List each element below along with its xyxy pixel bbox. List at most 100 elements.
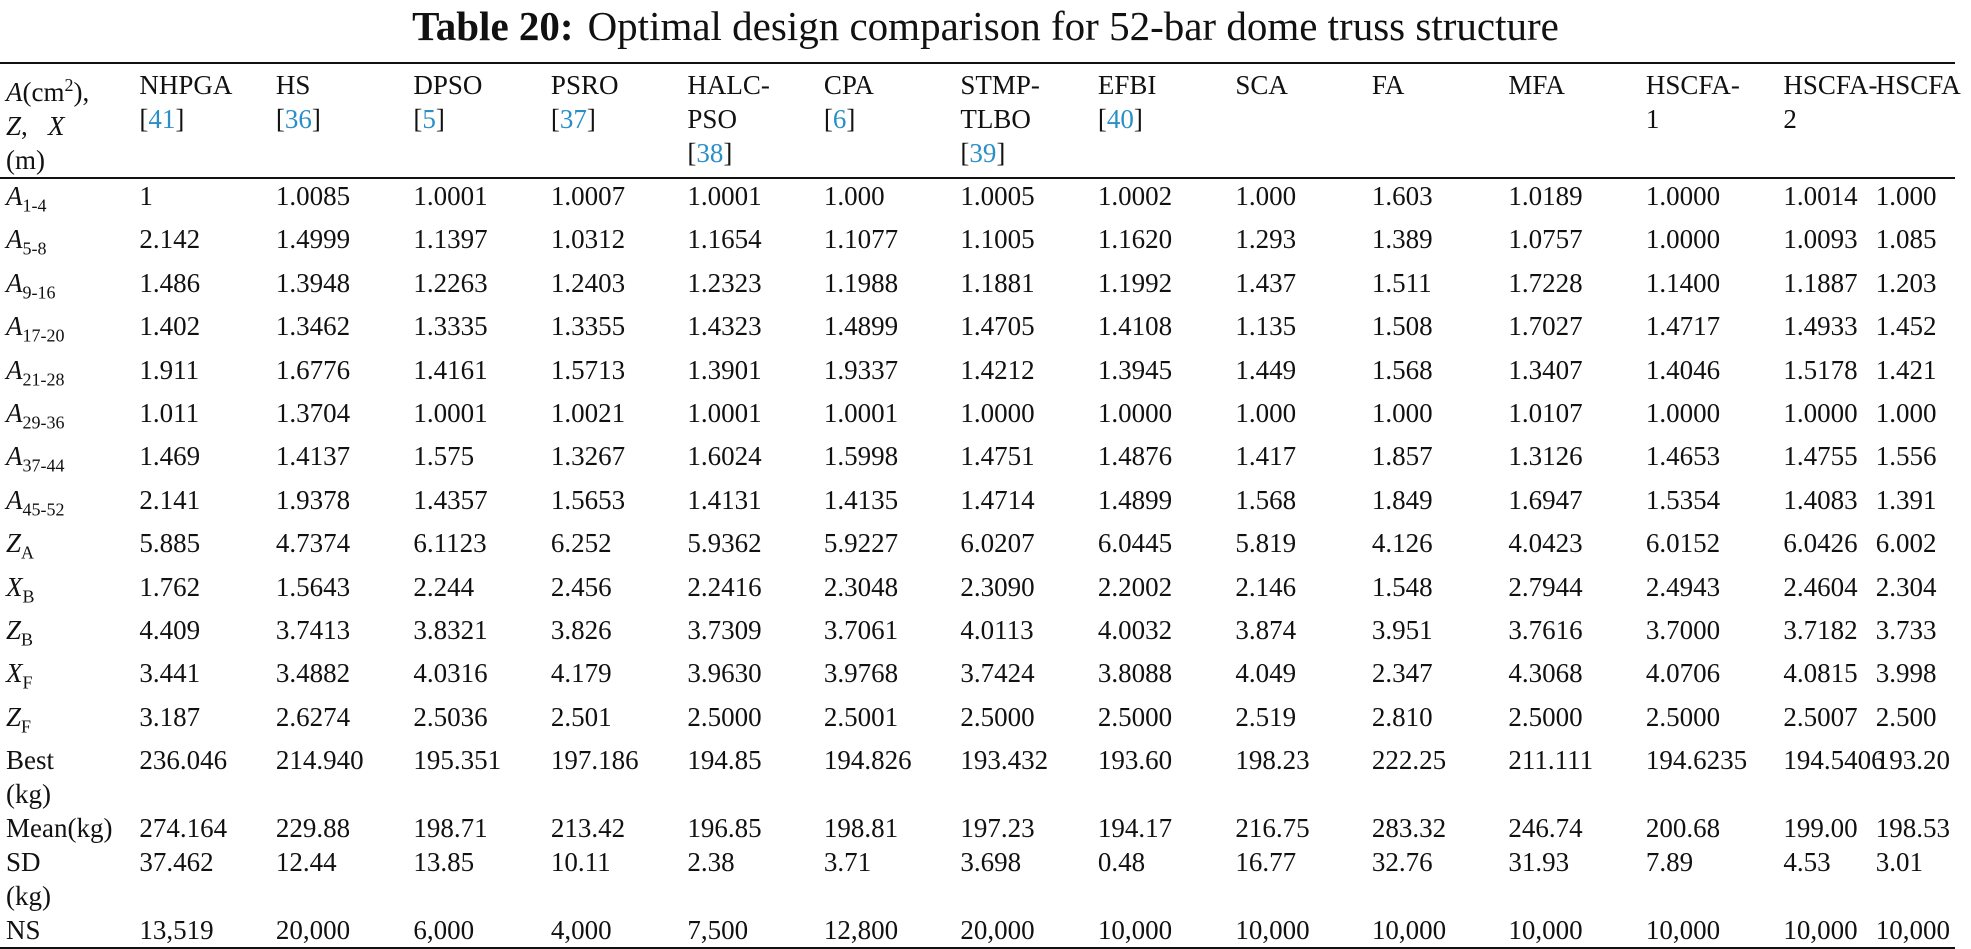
table-cell: 196.85 [687, 813, 762, 844]
table-cell: 2.5000 [1645, 701, 1721, 732]
table-cell: 2.3090 [960, 571, 1035, 602]
row-label: A29-36 [6, 397, 65, 433]
table-cell: 10,000 [1639, 913, 1778, 949]
table-cell: 1.1881 [960, 267, 1035, 298]
table-cell: 199.00 [1783, 813, 1858, 844]
table-cell: 1.3901 [687, 354, 762, 385]
table-cell: 246.74 [1508, 813, 1583, 844]
table-cell: 1.0001 [413, 181, 488, 211]
citation-link[interactable]: [36] [275, 104, 321, 134]
table-row: SD (kg) 37.462 12.44 13.85 10.11 2.38 3.71 3.698… [0, 845, 1955, 913]
table-cell: 3.698 [960, 847, 1022, 878]
table-cell: 1.4714 [960, 484, 1035, 515]
table-cell: 5.9362 [687, 528, 762, 559]
header-stmp-tlbo: STMP- TLBO [39] [954, 62, 1092, 179]
table-cell: 10,000 [1365, 913, 1503, 949]
table-cell: 6.0152 [1645, 528, 1721, 559]
table-cell: 1.4653 [1645, 441, 1721, 472]
table-cell: 3.9768 [823, 658, 899, 689]
table-cell: 1.5354 [1645, 484, 1721, 515]
table-cell: 2.5000 [1508, 701, 1583, 732]
table-cell: 1.437 [1235, 267, 1297, 298]
table-cell: 197.23 [960, 813, 1035, 844]
table-cell: 1.4705 [960, 311, 1035, 342]
header-name: MFA [1508, 70, 1565, 100]
table-row: ZA 5.885 4.7374 6.1123 6.252 5.9362 5.9227 6.02… [0, 526, 1955, 569]
table-cell: 1.4357 [413, 484, 488, 515]
table-cell: 1.4751 [960, 441, 1035, 472]
citation-link[interactable]: [38] [687, 138, 733, 168]
header-name: HSCFA- [1645, 70, 1740, 100]
table-cell: 1.000 [1235, 397, 1297, 428]
table-cell: 1.000 [1371, 397, 1433, 428]
table-cell: 1.3267 [550, 441, 626, 472]
table-cell: 193.60 [1097, 745, 1173, 776]
header-name: DPSO [413, 70, 483, 100]
table-cell: 200.68 [1645, 813, 1721, 844]
citation-link[interactable]: [41] [139, 104, 185, 134]
table-cell: 1.3355 [550, 311, 626, 342]
header-variables: A(cm2), Z, X (m) [0, 62, 134, 179]
header-name-cont: 2 [1783, 104, 1797, 134]
citation-link[interactable]: [5] [413, 104, 445, 134]
table-cell: 1.0001 [413, 397, 488, 428]
table-cell: 194.17 [1097, 813, 1173, 844]
table-cell: 3.998 [1875, 658, 1937, 689]
table-cell: 194.85 [687, 745, 762, 776]
table-cell: 6.0445 [1097, 528, 1173, 559]
header-nhpga: NHPGA [41] [133, 62, 270, 179]
citation-link[interactable]: [40] [1097, 104, 1143, 134]
table-cell: 2.2416 [687, 571, 762, 602]
row-label: ZF [6, 701, 32, 737]
table-cell: 1.4137 [275, 441, 351, 472]
table-cell: 4.7374 [275, 528, 351, 559]
table-cell: 6.002 [1875, 528, 1937, 559]
table-cell: 12.44 [275, 847, 337, 878]
table-cell: 1.389 [1371, 224, 1433, 255]
table-cell: 1.0000 [1645, 181, 1721, 211]
header-fa: FA [1365, 62, 1503, 179]
table-row: NS 13,519 20,000 6,000 4,000 7,500 12,800 20,00… [0, 913, 1955, 949]
table-cell: 2.5001 [823, 701, 899, 732]
table-cell: 1.9378 [275, 484, 351, 515]
header-name: CPA [823, 70, 874, 100]
table-row: Mean(kg) 274.164 229.88 198.71 213.42 196.85 1… [0, 811, 1955, 845]
citation-link[interactable]: [39] [960, 138, 1006, 168]
table-cell: 0.48 [1097, 847, 1146, 878]
header-name: SCA [1235, 70, 1288, 100]
table-row: A9-16 1.486 1.3948 1.2263 1.2403 1.2323 1.1988… [0, 266, 1955, 309]
table-cell: 1.0189 [1508, 181, 1583, 211]
table-cell: 1.402 [139, 311, 201, 342]
citation-link[interactable]: [6] [823, 104, 856, 134]
header-name: HS [275, 70, 311, 100]
table-cell: 2.500 [1875, 701, 1937, 732]
citation-link[interactable]: [37] [550, 104, 596, 134]
table-cell: 1.1887 [1783, 267, 1858, 298]
header-name: HALC- [687, 70, 770, 100]
table-cell: 1.4899 [1097, 484, 1173, 515]
table-cell: 1.6776 [275, 354, 351, 385]
table-cell: 3.7000 [1645, 614, 1721, 645]
table-row: A17-20 1.402 1.3462 1.3335 1.3355 1.4323 1.489… [0, 309, 1955, 352]
table-cell: 1.0107 [1508, 397, 1583, 428]
table-cell: 195.351 [413, 745, 502, 776]
table-cell: 10,000 [1777, 913, 1870, 949]
table-cell: 4.0032 [1097, 614, 1173, 645]
table-cell: 2.4604 [1783, 571, 1858, 602]
table-cell: 2.347 [1371, 658, 1433, 689]
table-cell: 3.8321 [413, 614, 488, 645]
table-cell: 1.4933 [1783, 311, 1858, 342]
table-cell: 4.179 [550, 658, 612, 689]
table-cell: 1.203 [1875, 267, 1937, 298]
row-label: A9-16 [6, 267, 56, 303]
table-cell: 1.000 [1875, 181, 1937, 211]
table-cell: 6,000 [407, 913, 545, 949]
table-cell: 10,000 [1091, 913, 1230, 949]
table-cell: 1.3407 [1508, 354, 1583, 385]
table-cell: 4.049 [1235, 658, 1297, 689]
table-cell: 1.135 [1235, 311, 1297, 342]
table-cell: 1.0001 [823, 397, 899, 428]
table-cell: 1.9337 [823, 354, 899, 385]
table-cell: 274.164 [139, 813, 228, 844]
header-hscfa-2: HSCFA- 2 [1777, 62, 1877, 179]
